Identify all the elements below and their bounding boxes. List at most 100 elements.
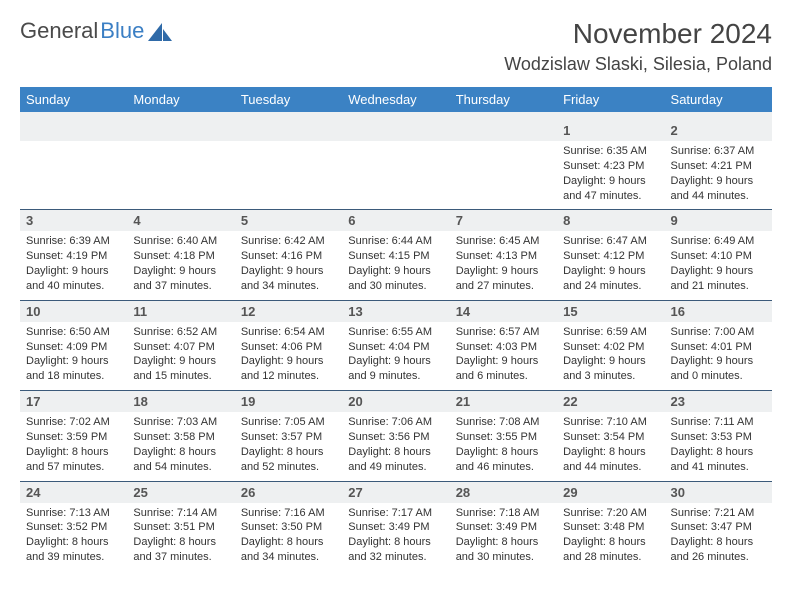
day-number: 21 — [450, 391, 557, 412]
day-number: 22 — [557, 391, 664, 412]
daylight-text: Daylight: 9 hours and 24 minutes. — [563, 264, 658, 294]
day-cell — [20, 120, 127, 210]
sunrise-text: Sunrise: 6:37 AM — [671, 144, 766, 159]
day-detail: Sunrise: 6:47 AMSunset: 4:12 PMDaylight:… — [557, 231, 664, 299]
sunset-text: Sunset: 3:49 PM — [348, 520, 443, 535]
day-cell: 1Sunrise: 6:35 AMSunset: 4:23 PMDaylight… — [557, 120, 664, 210]
sunrise-text: Sunrise: 6:59 AM — [563, 325, 658, 340]
day-number: 18 — [127, 391, 234, 412]
calendar-body: 1Sunrise: 6:35 AMSunset: 4:23 PMDaylight… — [20, 120, 772, 571]
day-detail: Sunrise: 6:57 AMSunset: 4:03 PMDaylight:… — [450, 322, 557, 390]
daylight-text: Daylight: 9 hours and 15 minutes. — [133, 354, 228, 384]
sunset-text: Sunset: 4:03 PM — [456, 340, 551, 355]
day-cell: 25Sunrise: 7:14 AMSunset: 3:51 PMDayligh… — [127, 481, 234, 571]
day-cell: 9Sunrise: 6:49 AMSunset: 4:10 PMDaylight… — [665, 210, 772, 300]
sunrise-text: Sunrise: 6:40 AM — [133, 234, 228, 249]
header-spacer — [20, 112, 772, 120]
day-number: 15 — [557, 301, 664, 322]
day-number: 10 — [20, 301, 127, 322]
day-number — [342, 120, 449, 141]
day-number: 4 — [127, 210, 234, 231]
day-number — [127, 120, 234, 141]
sunset-text: Sunset: 4:10 PM — [671, 249, 766, 264]
sunrise-text: Sunrise: 7:00 AM — [671, 325, 766, 340]
daylight-text: Daylight: 9 hours and 6 minutes. — [456, 354, 551, 384]
day-number — [235, 120, 342, 141]
sunset-text: Sunset: 4:07 PM — [133, 340, 228, 355]
weekday-head: Friday — [557, 87, 664, 112]
day-detail: Sunrise: 6:42 AMSunset: 4:16 PMDaylight:… — [235, 231, 342, 299]
daylight-text: Daylight: 8 hours and 54 minutes. — [133, 445, 228, 475]
sunrise-text: Sunrise: 6:52 AM — [133, 325, 228, 340]
day-detail: Sunrise: 7:05 AMSunset: 3:57 PMDaylight:… — [235, 412, 342, 480]
brand-word-2: Blue — [100, 18, 144, 44]
day-number: 19 — [235, 391, 342, 412]
day-detail: Sunrise: 7:13 AMSunset: 3:52 PMDaylight:… — [20, 503, 127, 571]
day-number: 16 — [665, 301, 772, 322]
day-detail: Sunrise: 7:16 AMSunset: 3:50 PMDaylight:… — [235, 503, 342, 571]
day-detail: Sunrise: 6:39 AMSunset: 4:19 PMDaylight:… — [20, 231, 127, 299]
sunset-text: Sunset: 4:16 PM — [241, 249, 336, 264]
brand-sail-icon — [148, 21, 172, 41]
day-cell: 23Sunrise: 7:11 AMSunset: 3:53 PMDayligh… — [665, 391, 772, 481]
day-cell: 18Sunrise: 7:03 AMSunset: 3:58 PMDayligh… — [127, 391, 234, 481]
sunset-text: Sunset: 4:23 PM — [563, 159, 658, 174]
sunrise-text: Sunrise: 7:13 AM — [26, 506, 121, 521]
day-number: 24 — [20, 482, 127, 503]
day-cell — [235, 120, 342, 210]
sunrise-text: Sunrise: 6:50 AM — [26, 325, 121, 340]
daylight-text: Daylight: 8 hours and 44 minutes. — [563, 445, 658, 475]
day-cell: 6Sunrise: 6:44 AMSunset: 4:15 PMDaylight… — [342, 210, 449, 300]
day-cell: 22Sunrise: 7:10 AMSunset: 3:54 PMDayligh… — [557, 391, 664, 481]
sunset-text: Sunset: 4:13 PM — [456, 249, 551, 264]
day-cell — [127, 120, 234, 210]
day-detail: Sunrise: 7:17 AMSunset: 3:49 PMDaylight:… — [342, 503, 449, 571]
sunrise-text: Sunrise: 7:16 AM — [241, 506, 336, 521]
month-title: November 2024 — [504, 18, 772, 50]
daylight-text: Daylight: 9 hours and 37 minutes. — [133, 264, 228, 294]
day-detail — [450, 141, 557, 150]
sunrise-text: Sunrise: 7:20 AM — [563, 506, 658, 521]
calendar-table: Sunday Monday Tuesday Wednesday Thursday… — [20, 87, 772, 571]
daylight-text: Daylight: 8 hours and 39 minutes. — [26, 535, 121, 565]
day-cell: 14Sunrise: 6:57 AMSunset: 4:03 PMDayligh… — [450, 300, 557, 390]
weekday-header-row: Sunday Monday Tuesday Wednesday Thursday… — [20, 87, 772, 112]
day-number: 6 — [342, 210, 449, 231]
sunset-text: Sunset: 4:21 PM — [671, 159, 766, 174]
daylight-text: Daylight: 9 hours and 9 minutes. — [348, 354, 443, 384]
daylight-text: Daylight: 9 hours and 47 minutes. — [563, 174, 658, 204]
sunset-text: Sunset: 4:02 PM — [563, 340, 658, 355]
day-cell — [342, 120, 449, 210]
daylight-text: Daylight: 8 hours and 32 minutes. — [348, 535, 443, 565]
sunrise-text: Sunrise: 6:44 AM — [348, 234, 443, 249]
sunset-text: Sunset: 3:47 PM — [671, 520, 766, 535]
day-detail: Sunrise: 6:49 AMSunset: 4:10 PMDaylight:… — [665, 231, 772, 299]
day-number: 7 — [450, 210, 557, 231]
day-detail: Sunrise: 7:10 AMSunset: 3:54 PMDaylight:… — [557, 412, 664, 480]
calendar-week-row: 24Sunrise: 7:13 AMSunset: 3:52 PMDayligh… — [20, 481, 772, 571]
sunrise-text: Sunrise: 6:54 AM — [241, 325, 336, 340]
day-number: 12 — [235, 301, 342, 322]
sunrise-text: Sunrise: 6:55 AM — [348, 325, 443, 340]
daylight-text: Daylight: 8 hours and 34 minutes. — [241, 535, 336, 565]
day-cell: 12Sunrise: 6:54 AMSunset: 4:06 PMDayligh… — [235, 300, 342, 390]
daylight-text: Daylight: 9 hours and 30 minutes. — [348, 264, 443, 294]
day-number: 9 — [665, 210, 772, 231]
sunrise-text: Sunrise: 6:47 AM — [563, 234, 658, 249]
sunset-text: Sunset: 4:12 PM — [563, 249, 658, 264]
day-cell: 24Sunrise: 7:13 AMSunset: 3:52 PMDayligh… — [20, 481, 127, 571]
day-number: 23 — [665, 391, 772, 412]
day-number: 1 — [557, 120, 664, 141]
sunrise-text: Sunrise: 7:08 AM — [456, 415, 551, 430]
calendar-week-row: 17Sunrise: 7:02 AMSunset: 3:59 PMDayligh… — [20, 391, 772, 481]
day-cell: 5Sunrise: 6:42 AMSunset: 4:16 PMDaylight… — [235, 210, 342, 300]
sunrise-text: Sunrise: 6:49 AM — [671, 234, 766, 249]
day-detail: Sunrise: 6:45 AMSunset: 4:13 PMDaylight:… — [450, 231, 557, 299]
sunrise-text: Sunrise: 7:14 AM — [133, 506, 228, 521]
day-cell: 16Sunrise: 7:00 AMSunset: 4:01 PMDayligh… — [665, 300, 772, 390]
sunrise-text: Sunrise: 6:39 AM — [26, 234, 121, 249]
day-detail: Sunrise: 6:35 AMSunset: 4:23 PMDaylight:… — [557, 141, 664, 209]
day-cell: 19Sunrise: 7:05 AMSunset: 3:57 PMDayligh… — [235, 391, 342, 481]
day-number: 27 — [342, 482, 449, 503]
sunrise-text: Sunrise: 7:11 AM — [671, 415, 766, 430]
